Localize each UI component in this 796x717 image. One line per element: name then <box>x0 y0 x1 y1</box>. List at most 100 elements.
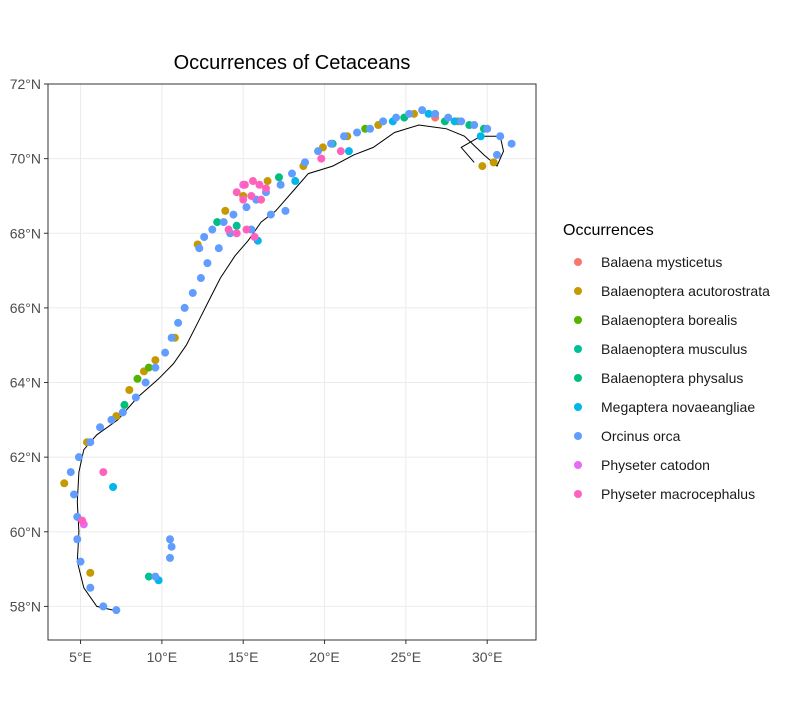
data-point <box>232 188 241 197</box>
data-point <box>224 225 233 234</box>
legend-item: Balaenoptera acutorostrata <box>574 283 770 299</box>
data-point <box>200 232 209 241</box>
data-point <box>151 356 160 365</box>
data-point <box>418 106 427 115</box>
y-tick-label: 72°N <box>10 76 41 92</box>
data-point <box>314 147 323 156</box>
data-point <box>109 483 118 492</box>
y-axis: 58°N 60°N 62°N 64°N 66°N 68°N 70°N 72°N <box>10 76 48 614</box>
data-point <box>86 438 95 447</box>
data-point <box>257 195 266 204</box>
data-point <box>478 162 487 171</box>
y-tick-label: 66°N <box>10 300 41 316</box>
legend-key <box>574 432 582 440</box>
data-point <box>166 535 174 544</box>
data-point <box>188 288 197 297</box>
data-point <box>317 154 326 163</box>
legend-label: Balaenoptera musculus <box>601 341 747 357</box>
legend-label: Balaenoptera acutorostrata <box>601 283 770 299</box>
data-point <box>76 557 85 566</box>
data-point <box>99 468 108 477</box>
gridlines <box>48 83 536 640</box>
data-points <box>60 106 516 615</box>
y-tick-label: 58°N <box>10 598 41 614</box>
data-point <box>107 415 116 424</box>
data-point <box>70 490 79 499</box>
y-tick-label: 62°N <box>10 449 41 465</box>
data-point <box>483 124 492 133</box>
legend-label: Physeter catodon <box>601 457 710 473</box>
data-point <box>203 259 212 268</box>
data-point <box>239 195 248 204</box>
data-point <box>261 184 270 193</box>
data-point <box>174 318 183 327</box>
data-point <box>240 180 249 189</box>
data-point <box>288 169 296 178</box>
data-point <box>86 568 95 577</box>
data-point <box>507 139 516 148</box>
data-point <box>195 244 204 253</box>
legend-key <box>574 374 582 382</box>
legend-item: Orcinus orca <box>574 428 681 444</box>
legend-label: Megaptera novaeangliae <box>601 399 755 415</box>
data-point <box>208 225 217 234</box>
data-point <box>66 468 75 477</box>
data-point <box>274 173 283 182</box>
data-point <box>213 218 222 227</box>
data-point <box>250 232 259 241</box>
data-point <box>255 180 264 189</box>
data-point <box>86 583 95 592</box>
legend-label: Balaena mysticetus <box>601 254 722 270</box>
legend-item: Balaenoptera musculus <box>574 341 747 357</box>
data-point <box>219 218 228 227</box>
data-point <box>78 516 87 525</box>
data-point <box>247 191 256 200</box>
data-point <box>118 408 127 417</box>
legend-key <box>574 287 582 295</box>
data-point <box>232 229 241 238</box>
y-tick-label: 70°N <box>10 151 41 167</box>
legend-item: Physeter catodon <box>574 457 710 473</box>
legend-key <box>574 345 582 353</box>
data-point <box>301 158 310 167</box>
data-point <box>379 117 388 126</box>
data-point <box>221 206 230 215</box>
y-tick-label: 68°N <box>10 225 41 241</box>
data-point <box>424 109 433 118</box>
data-point <box>496 132 505 141</box>
legend-key <box>574 490 582 498</box>
data-point <box>133 374 142 383</box>
data-point <box>450 117 459 126</box>
x-axis: 5°E 10°E 15°E 20°E 25°E 30°E <box>69 640 502 665</box>
data-point <box>242 203 251 212</box>
legend-item: Balaenoptera physalus <box>574 370 743 386</box>
x-tick-label: 10°E <box>147 649 178 665</box>
data-point <box>167 333 176 342</box>
legend: Occurrences Balaena mysticetus Balaenopte… <box>563 222 770 502</box>
legend-label: Balaenoptera physalus <box>601 370 743 386</box>
data-point <box>151 363 160 372</box>
legend-label: Balaenoptera borealis <box>601 312 737 328</box>
data-point <box>73 535 82 544</box>
legend-key <box>574 461 582 469</box>
data-point <box>444 113 453 122</box>
data-point <box>327 139 336 148</box>
data-point <box>340 132 349 141</box>
data-point <box>405 109 414 118</box>
data-point <box>353 128 362 137</box>
data-point <box>229 210 238 219</box>
data-point <box>242 225 251 234</box>
legend-label: Orcinus orca <box>601 428 681 444</box>
data-point <box>125 385 134 394</box>
y-tick-label: 60°N <box>10 524 41 540</box>
legend-item: Megaptera novaeangliae <box>574 399 755 415</box>
data-point <box>120 400 129 409</box>
chart-title: Occurrences of Cetaceans <box>174 52 411 74</box>
data-point <box>74 453 83 462</box>
data-point <box>196 274 205 283</box>
data-point <box>144 363 153 372</box>
y-tick-label: 64°N <box>10 375 41 391</box>
data-point <box>161 348 170 357</box>
legend-key <box>574 403 582 411</box>
